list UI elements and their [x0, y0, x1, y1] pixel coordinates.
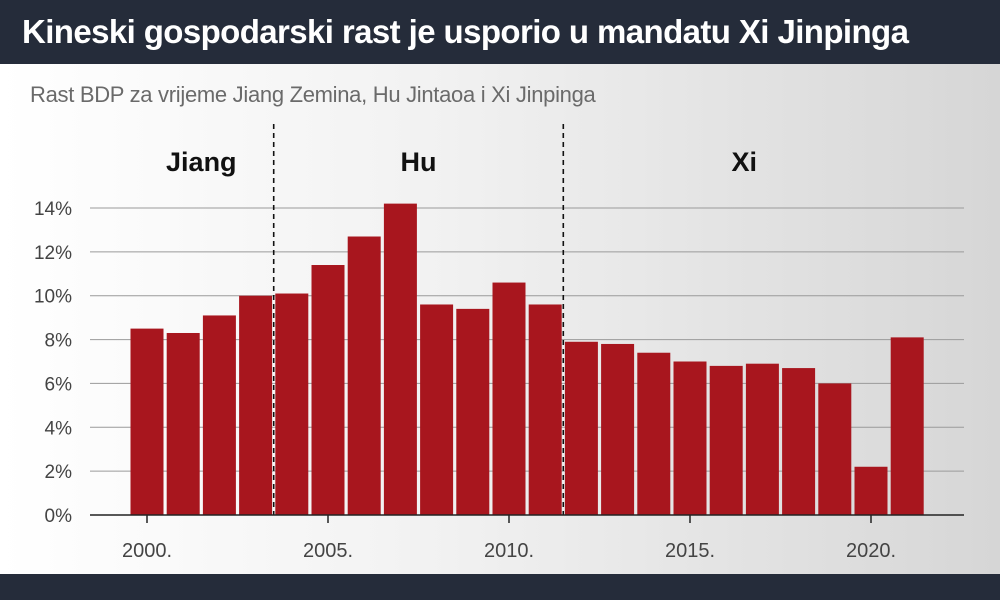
y-tick-label: 4%: [45, 418, 73, 439]
chart-subtitle: Rast BDP za vrijeme Jiang Zemina, Hu Jin…: [30, 82, 596, 107]
period-label-jiang: Jiang: [166, 147, 237, 177]
bar-2000: [130, 328, 164, 515]
bar-2004: [275, 293, 309, 515]
bar-2014: [637, 352, 671, 515]
bars: [130, 203, 924, 515]
y-tick-label: 0%: [45, 506, 73, 527]
x-axis-ticks: 2000. 2005. 2010. 2015. 2020.: [122, 515, 896, 562]
bar-2021: [890, 337, 924, 515]
bar-2007: [383, 203, 417, 515]
y-tick-label: 6%: [45, 374, 73, 395]
bar-2006: [347, 236, 381, 515]
period-dividers: [272, 124, 565, 515]
y-tick-label: 10%: [34, 287, 72, 308]
bar-2009: [456, 308, 490, 515]
bar-2013: [601, 343, 635, 515]
bar-2020: [854, 466, 888, 515]
period-label-xi: Xi: [732, 147, 758, 177]
y-tick-label: 14%: [34, 199, 72, 220]
x-tick-label: 2000.: [122, 540, 172, 562]
bar-2003: [239, 295, 273, 515]
x-tick-label: 2020.: [846, 540, 896, 562]
page-title: Kineski gospodarski rast je usporio u ma…: [22, 13, 909, 50]
bar-2015: [673, 361, 707, 515]
bar-2005: [311, 265, 345, 515]
x-tick-label: 2015.: [665, 540, 715, 562]
bar-2001: [166, 332, 200, 515]
bar-2019: [818, 383, 852, 515]
bar-2010: [492, 282, 526, 515]
bar-2011: [528, 304, 562, 515]
bar-2008: [420, 304, 454, 515]
title-bar: Kineski gospodarski rast je usporio u ma…: [0, 0, 1000, 64]
y-tick-label: 12%: [34, 243, 72, 264]
x-tick-label: 2005.: [303, 540, 353, 562]
y-axis-ticks: 0% 2% 4% 6% 8% 10% 12% 14%: [34, 199, 72, 527]
y-tick-label: 8%: [45, 331, 73, 352]
bar-2002: [202, 315, 236, 515]
bottom-bar: [0, 574, 1000, 600]
period-label-hu: Hu: [401, 147, 437, 177]
period-labels: Jiang Hu Xi: [166, 147, 757, 177]
bar-2016: [709, 365, 743, 515]
bar-2012: [564, 341, 598, 515]
y-tick-label: 2%: [45, 462, 73, 483]
bar-2017: [745, 363, 779, 515]
x-tick-label: 2010.: [484, 540, 534, 562]
bar-2018: [782, 368, 816, 515]
